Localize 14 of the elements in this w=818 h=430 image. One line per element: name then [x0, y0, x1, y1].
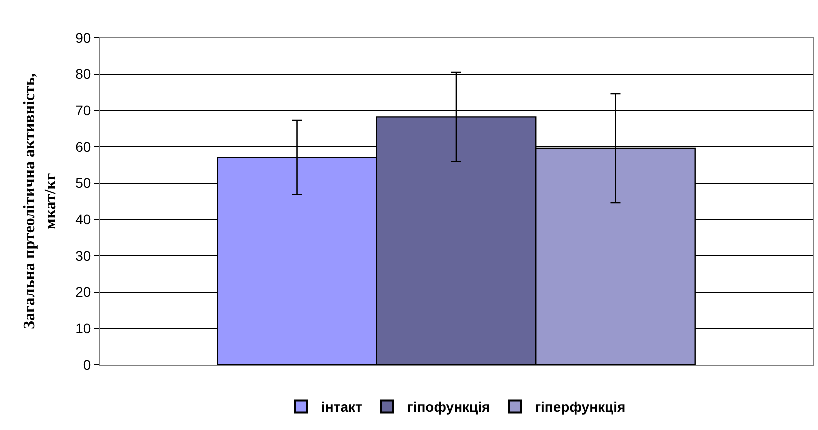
y-tick-label: 70	[76, 102, 92, 119]
y-tick-label: 90	[76, 30, 92, 46]
y-tick-label: 0	[83, 356, 92, 373]
y-tick-label: 10	[76, 320, 92, 337]
y-axis-title: Загальна пртеолітична активність, мкат/кг	[22, 74, 60, 330]
legend-label: гіперфункція	[535, 399, 626, 416]
y-tick-label: 60	[76, 138, 92, 155]
y-tick-label: 50	[76, 175, 92, 192]
legend-label: гіпофункція	[407, 399, 490, 416]
y-tick-label: 40	[76, 212, 92, 228]
y-tick-label: 80	[76, 66, 92, 82]
y-tick-label: 30	[76, 248, 92, 264]
y-tick-label: 20	[76, 284, 92, 300]
legend-label: інтакт	[322, 399, 362, 416]
